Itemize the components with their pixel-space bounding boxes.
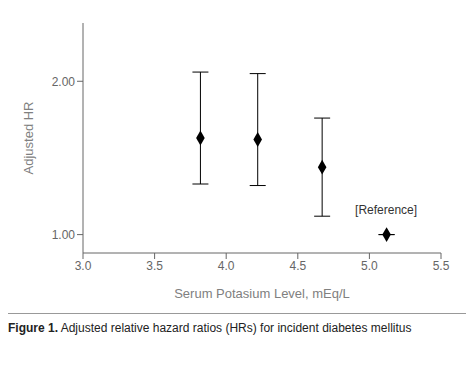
svg-text:Serum Potasium Level, mEq/L: Serum Potasium Level, mEq/L: [174, 286, 350, 301]
svg-text:3.0: 3.0: [75, 259, 92, 273]
svg-text:5.5: 5.5: [433, 259, 450, 273]
svg-text:2.00: 2.00: [52, 75, 76, 89]
svg-text:1.00: 1.00: [52, 228, 76, 242]
html-text:Figure 1. Adjusted relative ha: Figure 1. Adjusted relative hazard ratio…: [8, 321, 412, 335]
svg-text:[Reference]: [Reference]: [355, 203, 417, 217]
svg-text:5.0: 5.0: [361, 259, 378, 273]
svg-text:Adjusted HR: Adjusted HR: [21, 102, 36, 175]
svg-text:4.5: 4.5: [289, 259, 306, 273]
svg-text:3.5: 3.5: [146, 259, 163, 273]
svg-text:4.0: 4.0: [218, 259, 235, 273]
